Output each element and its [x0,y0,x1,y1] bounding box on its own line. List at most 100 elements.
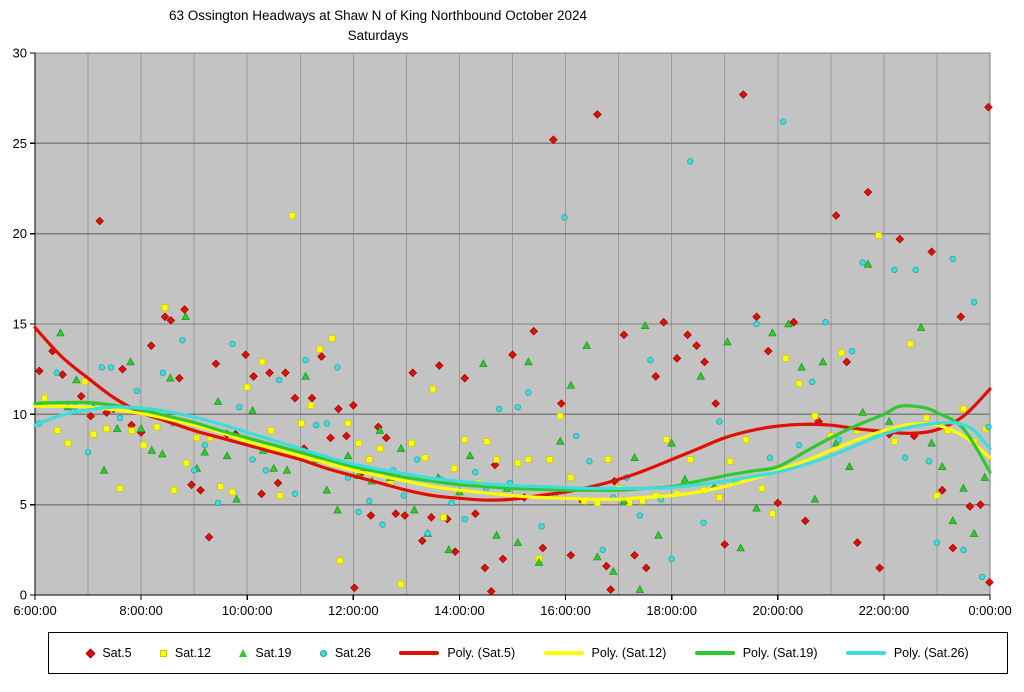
legend-item-poly-sat26[interactable]: Poly. (Sat.26) [845,646,969,660]
scatter-point-sat5 [738,90,748,99]
legend-label: Poly. (Sat.26) [893,646,969,660]
scatter-point-sat19 [396,443,406,452]
scatter-point-sat26 [496,405,503,413]
scatter-point-sat5 [241,350,250,360]
scatter-point-sat5 [801,516,810,526]
scatter-point-sat26 [291,490,299,497]
legend-item-sat26[interactable]: Sat.26 [319,646,371,660]
scatter-point-sat5 [965,502,975,511]
scatter-point-sat12 [229,488,236,496]
scatter-point-sat26 [835,436,842,443]
scatter-point-sat19 [959,483,968,492]
scatter-point-sat12 [960,405,967,413]
trendline-swatch-icon [543,651,584,655]
scatter-point-sat12 [933,492,941,499]
legend-item-poly-sat19[interactable]: Poly. (Sat.19) [694,646,818,660]
scatter-point-sat26 [561,214,568,221]
scatter-point-sat12 [344,420,352,427]
scatter-point-sat26 [107,364,115,371]
scatter-point-sat26 [668,555,675,563]
scatter-point-sat12 [922,414,930,422]
scatter-point-sat12 [461,436,469,443]
scatter-point-sat19 [513,537,523,546]
x-tick-label: 8:00:00 [119,603,162,618]
scatter-point-sat19 [99,465,109,474]
scatter-point-sat5 [895,234,905,244]
scatter-point-sat5 [549,135,558,145]
scatter-point-sat5 [187,480,196,490]
y-tick-label: 5 [20,497,27,512]
trendline-sat12 [33,404,992,501]
scatter-point-sat12 [795,380,803,387]
scatter-point-sat5 [486,587,496,596]
scatter-point-sat26 [687,158,694,165]
scatter-point-sat5 [160,312,170,322]
scatter-point-sat5 [763,346,773,356]
scatter-point-sat12 [514,459,522,467]
legend-item-poly-sat5[interactable]: Poly. (Sat.5) [399,646,515,660]
scatter-point-sat19 [845,461,854,470]
scatter-point-sat12 [811,412,819,420]
x-tick-label: 16:00:00 [540,603,591,618]
scatter-point-sat12 [376,445,384,453]
scatter-point-sat5 [566,550,576,560]
legend-item-sat19[interactable]: Sat.19 [239,646,292,660]
legend-item-sat12[interactable]: Sat.12 [159,646,212,660]
scatter-point-sat26 [779,118,787,125]
scatter-point-sat12 [41,394,48,402]
scatter-point-sat26 [448,499,455,507]
scatter-point-sat5 [956,312,966,322]
y-tick-label: 10 [13,407,27,422]
legend-label: Sat.12 [174,646,212,660]
scatter-point-sat12 [81,378,89,386]
scatter-point-sat26 [716,418,723,425]
trendline-sat5 [33,326,992,502]
scatter-point-sat26 [978,573,986,581]
scatter-point-sat26 [355,508,362,516]
scatter-point-sat5 [602,561,611,571]
scatter-point-sat19 [479,359,488,367]
scatter-point-sat19 [465,451,475,460]
scatter-point-sat19 [166,373,175,382]
chart-title: 63 Ossington Headways at Shaw N of King … [56,6,700,46]
scatter-point-sat19 [884,416,894,425]
scatter-point-sat19 [582,340,592,349]
scatter-point-sat19 [818,357,828,366]
legend-label: Sat.26 [334,646,371,660]
scatter-point-sat26 [891,266,898,273]
scatter-point-sat5 [76,391,86,401]
scatter-point-sat12 [182,459,190,467]
scatter-point-sat5 [408,368,418,378]
square-marker-icon [159,649,167,657]
scatter-point-sat19 [232,494,241,503]
scatter-point-sat26 [912,266,919,273]
scatter-point-sat26 [822,319,829,326]
scatter-point-sat5 [948,543,958,553]
scatter-point-sat26 [334,364,341,371]
scatter-point-sat5 [651,372,661,381]
scatter-point-sat5 [976,500,985,509]
scatter-point-sat26 [53,369,60,376]
scatter-point-sat5 [317,352,326,361]
scatter-point-sat5 [720,540,730,549]
scatter-point-sat19 [927,438,936,447]
scatter-point-sat26 [525,389,532,396]
legend-label: Sat.5 [102,646,132,660]
legend-label: Poly. (Sat.5) [447,646,516,660]
scatter-point-sat26 [400,492,407,499]
scatter-point-sat5 [875,563,884,573]
scatter-point-sat5 [606,585,615,594]
scatter-point-sat19 [831,438,841,447]
scatter-point-sat19 [222,451,232,460]
legend-label: Poly. (Sat.19) [742,646,818,660]
scatter-point-sat5 [381,433,391,443]
scatter-point-sat5 [773,498,783,508]
legend-item-sat5[interactable]: Sat.5 [85,646,132,660]
scatter-point-sat19 [112,424,122,433]
scatter-point-sat5 [711,399,720,408]
scatter-point-sat5 [290,393,300,403]
scatter-point-sat26 [514,403,521,411]
scatter-point-sat5 [349,401,358,410]
legend-item-poly-sat12[interactable]: Poly. (Sat.12) [543,646,666,660]
scatter-point-sat19 [248,405,257,414]
